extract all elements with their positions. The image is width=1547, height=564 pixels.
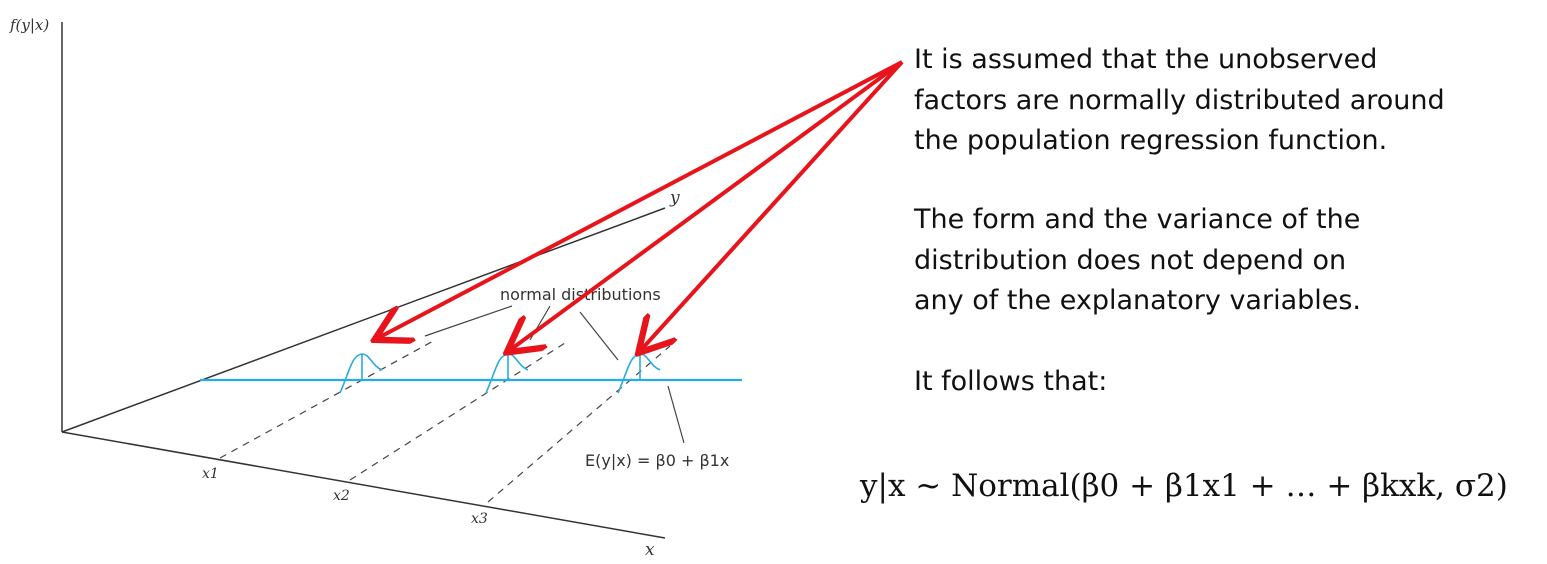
x-tick-label: x2 xyxy=(333,488,350,504)
note-line: distribution does not depend on xyxy=(914,244,1347,276)
callout-label: normal distributions xyxy=(500,285,661,304)
note-paragraph-1: It is assumed that the unobserved factor… xyxy=(914,40,1445,162)
note-line: It follows that: xyxy=(914,366,1108,397)
regression-label-pointer xyxy=(667,385,685,444)
x-tick-label: x1 xyxy=(202,466,219,482)
x-axis-line xyxy=(61,431,666,539)
y-axis-line xyxy=(61,207,666,433)
distribution-formula: y|x ~ Normal(β0 + β1x1 + … + βkxk, σ2) xyxy=(860,468,1508,504)
dashed-guide-x2 xyxy=(349,342,566,481)
red-arrow-1 xyxy=(378,60,903,338)
dashed-guide-x1 xyxy=(219,339,436,459)
y-axis-label: y xyxy=(669,188,680,208)
x-tick-label: x3 xyxy=(471,511,488,527)
note-paragraph-2: The form and the variance of the distrib… xyxy=(914,200,1361,322)
x-axis-label: x xyxy=(645,540,655,560)
callout-pointer-1 xyxy=(424,305,513,337)
note-paragraph-3: It follows that: xyxy=(914,362,1107,403)
note-line: It is assumed that the unobserved xyxy=(914,44,1378,75)
red-arrow-2 xyxy=(510,60,904,350)
regression-label: E(y|x) = β0 + β1x xyxy=(585,451,729,470)
normal-curve-1 xyxy=(339,353,383,394)
dashed-guide-x3 xyxy=(487,345,671,503)
red-arrow-3 xyxy=(641,60,904,350)
normal-curve-2 xyxy=(485,353,529,394)
f-axis-label: f(y|x) xyxy=(9,16,49,34)
note-line: any of the explanatory variables. xyxy=(914,285,1362,316)
note-line: the population regression function. xyxy=(914,125,1388,156)
callout-pointer-3 xyxy=(579,311,619,361)
note-line: factors are normally distributed around xyxy=(914,84,1445,116)
normal-curve-3 xyxy=(617,353,661,394)
note-line: The form and the variance of the xyxy=(914,204,1361,235)
